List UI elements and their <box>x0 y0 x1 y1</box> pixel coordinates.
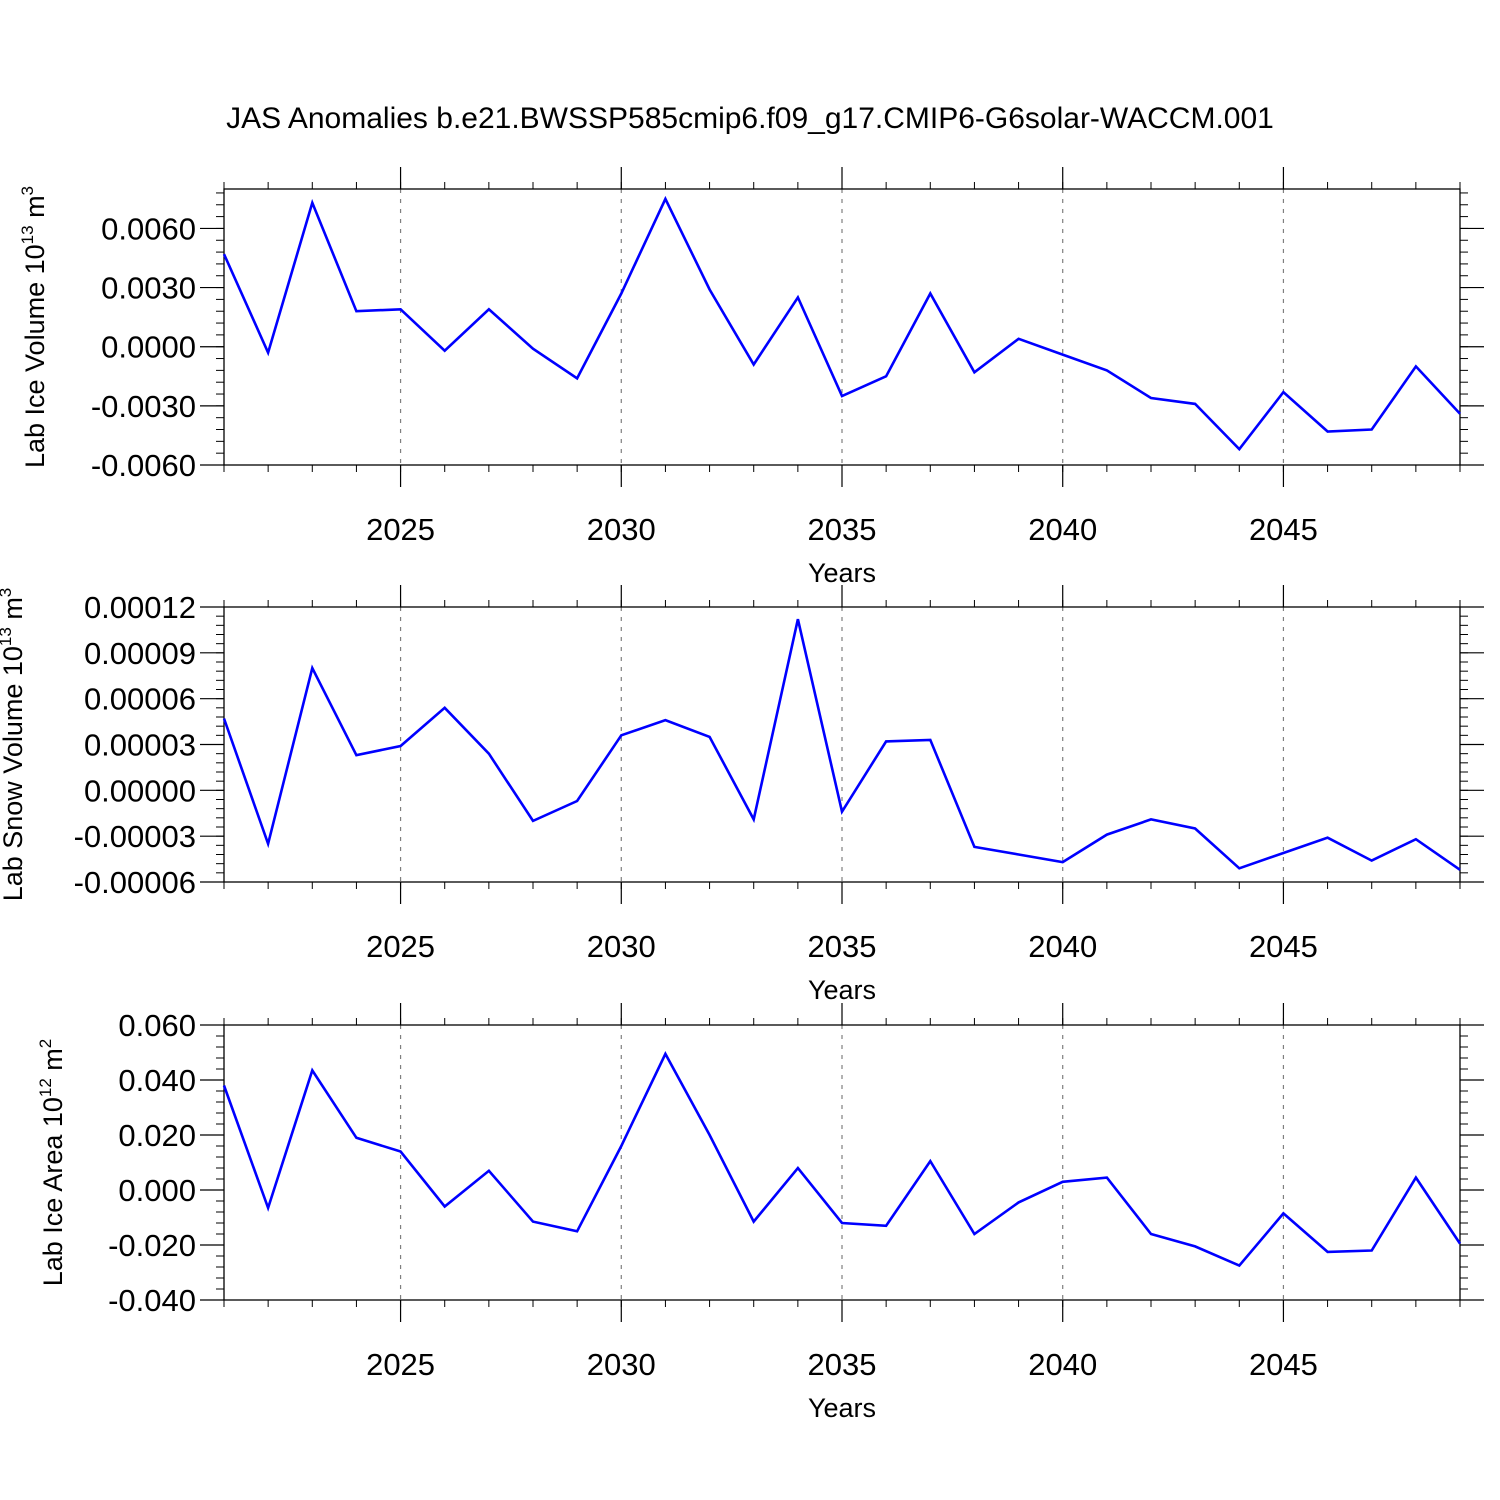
y-tick-label: -0.0030 <box>91 389 196 424</box>
y-tick-label: 0.0030 <box>101 271 196 306</box>
x-tick-label: 2045 <box>1249 929 1318 964</box>
y-axis-label: Lab Ice Volume 1013 m3 <box>18 186 50 468</box>
x-tick-label: 2040 <box>1028 512 1097 547</box>
data-series-line <box>222 618 1461 871</box>
x-axis-label: Years <box>808 1393 876 1423</box>
chart-panel-2: -0.00006 -0.00003 0.00000 0.00003 0.00006 0.0… <box>0 585 1484 1005</box>
plot-frame <box>223 188 1461 466</box>
y-axis-label-superscript: 2 <box>36 1039 55 1048</box>
y-tick-label: -0.020 <box>108 1228 196 1263</box>
y-tick-label: 0.040 <box>118 1063 196 1098</box>
plot-frame <box>223 1024 1461 1301</box>
x-tick-label: 2035 <box>808 929 877 964</box>
x-tick-label: 2030 <box>587 1347 656 1382</box>
y-tick-label: 0.00003 <box>84 728 196 763</box>
x-axis-label: Years <box>808 975 876 1005</box>
x-tick-label: 2025 <box>366 512 435 547</box>
y-axis-label-superscript: 12 <box>36 1078 55 1097</box>
x-tick-label: 2030 <box>587 512 656 547</box>
data-series-line <box>222 1051 1462 1268</box>
y-tick-label: -0.00006 <box>74 865 196 900</box>
y-tick-label: 0.0060 <box>101 211 196 246</box>
x-tick-label: 2045 <box>1249 1347 1318 1382</box>
y-axis-label: Lab Snow Volume 1013 m3 <box>0 588 28 902</box>
x-tick-label: 2045 <box>1249 512 1318 547</box>
y-tick-label: 0.020 <box>118 1118 196 1153</box>
y-axis-label-text: Lab Ice Volume 10 <box>20 244 50 468</box>
y-axis-label-superscript: 13 <box>0 627 15 646</box>
x-tick-label: 2035 <box>808 512 877 547</box>
x-tick-label: 2035 <box>808 1347 877 1382</box>
x-tick-label: 2040 <box>1028 1347 1097 1382</box>
y-axis-label-superscript: 3 <box>0 588 15 597</box>
y-tick-label: 0.00012 <box>84 590 196 625</box>
y-tick-label: -0.040 <box>108 1283 196 1318</box>
x-tick-label: 2040 <box>1028 929 1097 964</box>
x-axis-label: Years <box>808 558 876 588</box>
y-axis-label-text: m <box>0 597 28 627</box>
y-axis-label-text: m <box>20 195 50 225</box>
y-tick-label: -0.0060 <box>91 448 196 483</box>
y-tick-label: -0.00003 <box>74 819 196 854</box>
chart-panel-1: -0.0060 -0.0030 0.0000 0.0030 0.0060 2025 2030… <box>18 167 1484 588</box>
x-tick-label: 2030 <box>587 929 656 964</box>
y-tick-label: 0.000 <box>118 1173 196 1208</box>
figure-title: JAS Anomalies b.e21.BWSSP585cmip6.f09_g1… <box>226 102 1274 135</box>
data-series-line <box>222 195 1461 452</box>
chart-panel-3: -0.040 -0.020 0.000 0.020 0.040 0.060 2025 2030… <box>36 1003 1484 1423</box>
y-axis-label-text: Lab Snow Volume 10 <box>0 646 28 901</box>
y-axis-label-text: Lab Ice Area 10 <box>38 1097 68 1286</box>
y-tick-label: 0.00006 <box>84 682 196 717</box>
y-tick-label: 0.00000 <box>84 773 196 808</box>
x-tick-label: 2025 <box>366 1347 435 1382</box>
y-axis-label-text: m <box>38 1048 68 1078</box>
y-axis-label: Lab Ice Area 1012 m2 <box>36 1039 68 1287</box>
x-tick-label: 2025 <box>366 929 435 964</box>
y-tick-label: 0.00009 <box>84 636 196 671</box>
y-tick-label: 0.060 <box>118 1008 196 1043</box>
y-axis-label-superscript: 13 <box>18 225 37 244</box>
plot-frame <box>223 606 1461 883</box>
y-tick-label: 0.0000 <box>101 330 196 365</box>
y-axis-label-superscript: 3 <box>18 186 37 195</box>
